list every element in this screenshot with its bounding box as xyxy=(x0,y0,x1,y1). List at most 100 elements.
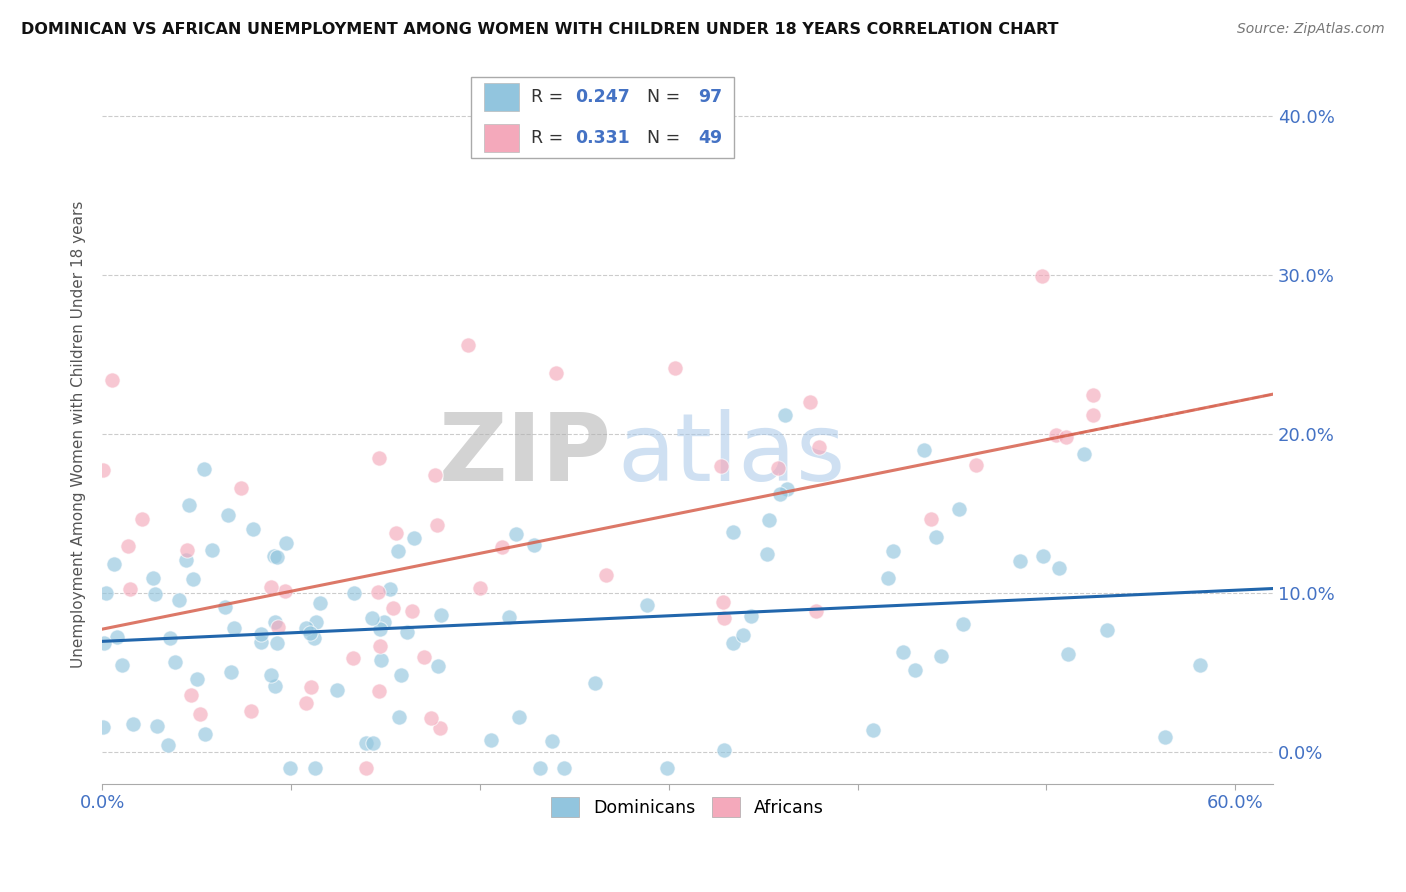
Point xyxy=(423,468,446,483)
Point xyxy=(491,540,513,554)
Point xyxy=(156,739,179,753)
Point xyxy=(912,442,935,457)
Text: N =: N = xyxy=(636,88,686,106)
Point xyxy=(769,486,792,500)
Point xyxy=(595,567,617,582)
Point xyxy=(529,761,551,775)
Point xyxy=(799,394,821,409)
Point xyxy=(242,522,264,536)
Point xyxy=(544,367,567,381)
Point xyxy=(808,441,831,455)
Point xyxy=(664,361,686,376)
Point xyxy=(804,604,827,618)
Point xyxy=(122,716,145,731)
Point xyxy=(367,684,389,698)
Text: 0.247: 0.247 xyxy=(575,88,630,106)
Point xyxy=(308,596,330,610)
Point xyxy=(952,616,974,631)
Point xyxy=(103,557,125,571)
Point xyxy=(457,338,479,352)
Point xyxy=(214,599,236,614)
Legend: Dominicans, Africans: Dominicans, Africans xyxy=(544,790,831,824)
Point xyxy=(773,408,796,422)
Point xyxy=(266,636,288,650)
Text: DOMINICAN VS AFRICAN UNEMPLOYMENT AMONG WOMEN WITH CHILDREN UNDER 18 YEARS CORRE: DOMINICAN VS AFRICAN UNEMPLOYMENT AMONG … xyxy=(21,22,1059,37)
Point xyxy=(505,526,527,541)
Point xyxy=(294,621,316,635)
Bar xyxy=(484,84,519,112)
Point xyxy=(862,723,884,737)
Text: Source: ZipAtlas.com: Source: ZipAtlas.com xyxy=(1237,22,1385,37)
Point xyxy=(385,526,408,541)
Point xyxy=(756,547,779,561)
Point xyxy=(280,761,302,775)
Point xyxy=(413,650,436,665)
Point xyxy=(177,498,200,512)
Point xyxy=(145,719,167,733)
Point xyxy=(180,688,202,702)
Point xyxy=(583,676,606,690)
Point xyxy=(924,530,946,544)
Point xyxy=(326,682,349,697)
Point xyxy=(713,743,735,757)
Point xyxy=(343,586,366,600)
Point xyxy=(391,668,413,682)
Text: ZIP: ZIP xyxy=(439,409,612,501)
Point xyxy=(1081,388,1104,402)
Point xyxy=(91,463,114,477)
Point xyxy=(299,626,322,640)
Text: 0.331: 0.331 xyxy=(575,128,630,146)
Point xyxy=(1047,561,1070,575)
Point xyxy=(1008,554,1031,568)
Point xyxy=(360,610,382,624)
Point xyxy=(929,649,952,664)
Point xyxy=(105,630,128,644)
Y-axis label: Unemployment Among Women with Children Under 18 years: Unemployment Among Women with Children U… xyxy=(72,201,86,668)
Point xyxy=(142,571,165,585)
Point xyxy=(188,707,211,722)
Point xyxy=(93,636,115,650)
Point xyxy=(231,481,253,495)
Point xyxy=(429,721,451,735)
Point xyxy=(222,621,245,635)
FancyBboxPatch shape xyxy=(471,78,734,158)
Point xyxy=(401,604,423,618)
Point xyxy=(361,736,384,750)
Point xyxy=(368,640,391,654)
Point xyxy=(201,543,224,558)
Point xyxy=(368,622,391,636)
Point xyxy=(219,665,242,679)
Point xyxy=(240,704,263,718)
Point xyxy=(402,531,425,545)
Point xyxy=(305,615,328,629)
Point xyxy=(302,631,325,645)
Point xyxy=(249,627,271,641)
Point xyxy=(176,552,198,566)
Point xyxy=(498,610,520,624)
Point xyxy=(373,615,395,629)
Text: N =: N = xyxy=(636,128,686,146)
Point xyxy=(117,539,139,553)
Point xyxy=(426,518,449,533)
Point xyxy=(380,582,402,597)
Point xyxy=(1054,430,1077,444)
Point xyxy=(266,549,288,564)
Point xyxy=(776,482,799,496)
Point xyxy=(758,513,780,527)
Point xyxy=(920,512,942,526)
Point xyxy=(768,461,790,475)
Point xyxy=(523,538,546,552)
Point xyxy=(101,373,124,387)
Point xyxy=(354,761,377,775)
Text: 97: 97 xyxy=(699,88,723,106)
Point xyxy=(1081,408,1104,422)
Point xyxy=(468,581,491,595)
Point xyxy=(267,620,290,634)
Point xyxy=(710,458,733,473)
Point xyxy=(260,581,283,595)
Point xyxy=(181,572,204,586)
Point xyxy=(948,502,970,516)
Point xyxy=(1189,657,1212,672)
Point xyxy=(96,586,118,600)
Point xyxy=(263,549,285,563)
